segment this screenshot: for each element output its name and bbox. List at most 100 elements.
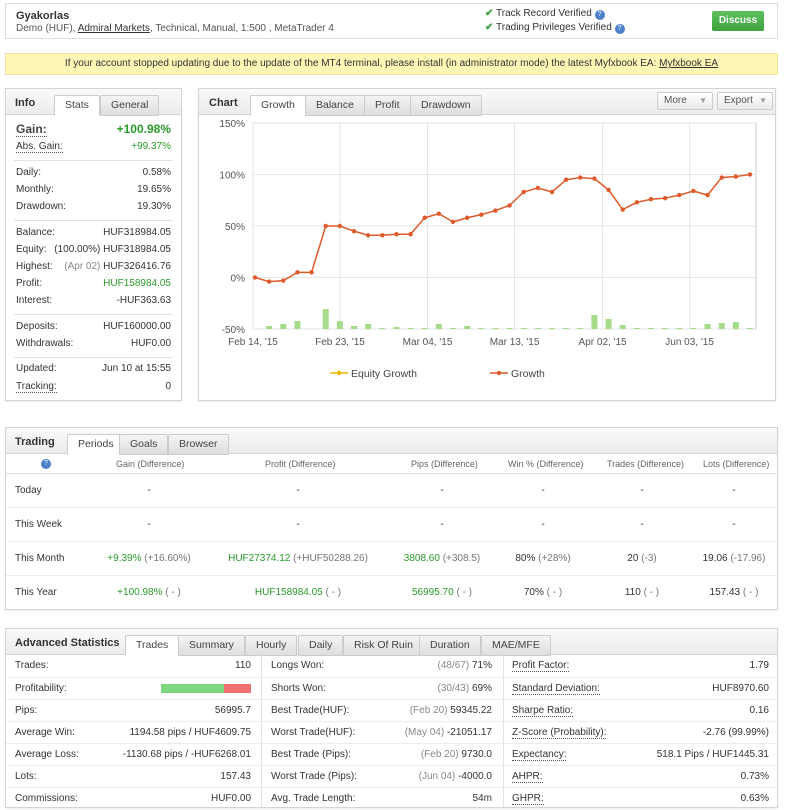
volume-bar	[322, 309, 329, 329]
highest-date: (Apr 02)	[64, 261, 101, 272]
cell-gain-diff: ( - )	[162, 587, 181, 598]
cell-pips: 56995.70 ( - )	[362, 587, 522, 598]
cell-lots-diff: (-17.96)	[727, 553, 766, 564]
tab-risk-of-ruin[interactable]: Risk Of Ruin	[343, 635, 424, 656]
check-icon: ✔	[485, 22, 494, 33]
tab-drawdown[interactable]: Drawdown	[410, 95, 482, 116]
highest-label: Highest:	[16, 261, 53, 272]
tab-stats[interactable]: Stats	[54, 95, 100, 116]
more-dropdown[interactable]: More ▼	[657, 92, 713, 110]
cell-gain-value: -	[147, 519, 151, 530]
cell-win-diff: (+28%)	[535, 553, 571, 564]
stat-label[interactable]: Expectancy:	[512, 749, 567, 761]
stat-label: Pips:	[15, 705, 38, 716]
cell-gain-value: -	[147, 485, 151, 496]
trading-title: Trading	[15, 436, 55, 448]
chevron-down-icon: ▼	[699, 96, 707, 105]
broker-link[interactable]: Admiral Markets	[77, 23, 150, 34]
stat-sub: (May 04)	[404, 727, 447, 738]
tab-growth[interactable]: Growth	[250, 95, 306, 116]
cell-win-value: -	[541, 485, 545, 496]
tab-daily[interactable]: Daily	[298, 635, 344, 656]
daily-label: Daily:	[16, 167, 42, 178]
help-icon[interactable]: ?	[41, 459, 51, 469]
volume-bar	[421, 328, 428, 329]
deposits-label: Deposits:	[16, 321, 58, 332]
stat-label[interactable]: GHPR:	[512, 793, 544, 805]
daily-value: 0.58%	[142, 167, 171, 178]
stat-sub: (Feb 20)	[409, 705, 451, 716]
volume-bar	[718, 323, 725, 329]
tab-duration[interactable]: Duration	[419, 635, 481, 656]
stat-value-text: 71%	[471, 660, 492, 671]
tab-browser[interactable]: Browser	[168, 434, 229, 455]
col-profit: Profit (Difference)	[265, 459, 336, 469]
tab-mae-mfe[interactable]: MAE/MFE	[481, 635, 551, 656]
volume-bar	[648, 328, 654, 329]
abs-gain-row: Abs. Gain: +99.37%	[16, 141, 171, 155]
tracking-label[interactable]: Tracking:	[16, 381, 57, 393]
discuss-button[interactable]: Discuss	[712, 11, 764, 31]
cell-trades-value: -	[640, 485, 644, 496]
abs-gain-value: +99.37%	[131, 141, 171, 152]
growth-point	[252, 275, 258, 280]
balance-row: Balance: HUF318984.05	[16, 227, 171, 241]
volume-bar	[506, 328, 513, 329]
help-icon[interactable]: ?	[614, 24, 625, 34]
chevron-down-icon: ▼	[759, 96, 767, 105]
growth-point	[323, 223, 328, 229]
trading-panel: Trading Periods Goals Browser ? Gain (Di…	[5, 427, 778, 610]
stat-sub: (48/67)	[437, 660, 472, 671]
growth-point	[436, 211, 442, 216]
profit-row: Profit: HUF158984.05	[16, 278, 171, 292]
stat-row: Average Loss: -1130.68 pips / -HUF6268.01…	[6, 743, 777, 765]
tab-goals[interactable]: Goals	[119, 434, 169, 455]
stat-label[interactable]: Z-Score (Probability):	[512, 727, 607, 739]
stat-label: Commissions:	[15, 793, 78, 804]
stat-label[interactable]: AHPR:	[512, 771, 543, 783]
volume-bar	[605, 319, 612, 329]
stat-value-text: 69%	[471, 683, 492, 694]
help-icon[interactable]: ?	[594, 10, 605, 20]
withdrawals-label: Withdrawals:	[16, 338, 74, 349]
tab-summary[interactable]: Summary	[178, 635, 245, 656]
equity-label: Equity:	[16, 244, 47, 255]
growth-point	[266, 279, 272, 284]
tab-periods[interactable]: Periods	[67, 434, 125, 455]
tab-hourly[interactable]: Hourly	[245, 635, 298, 656]
cell-win-value: -	[541, 519, 545, 530]
growth-point	[592, 176, 597, 181]
stat-label: Lots:	[15, 771, 37, 782]
growth-point	[535, 185, 541, 191]
stat-label[interactable]: Profit Factor:	[512, 660, 570, 672]
column-divider	[503, 655, 504, 807]
notice-ea-link[interactable]: Myfxbook EA	[659, 58, 719, 69]
cell-profit-diff: ( - )	[322, 587, 342, 598]
gain-value: +100.98%	[116, 122, 171, 136]
tab-general[interactable]: General	[100, 95, 160, 116]
cell-profit-value: HUF158984.05	[254, 587, 323, 598]
tab-trades[interactable]: Trades	[125, 635, 180, 656]
tab-profit[interactable]: Profit	[364, 95, 411, 116]
cell-trades: -	[562, 519, 722, 530]
cell-pips-diff: ( - )	[453, 587, 473, 598]
legend-equity-label: Equity Growth	[351, 368, 417, 380]
stat-value: (48/67) 71%	[438, 660, 492, 671]
volume-bar	[294, 321, 301, 329]
stat-label[interactable]: Standard Deviation:	[512, 683, 600, 695]
tab-balance[interactable]: Balance	[305, 95, 365, 116]
highest-row: Highest: (Apr 02) HUF326416.76	[16, 261, 171, 275]
cell-pips: -	[362, 485, 522, 496]
divider	[14, 160, 173, 161]
stat-label: Average Win:	[15, 727, 75, 738]
table-header: ? Gain (Difference) Profit (Difference) …	[6, 454, 777, 474]
stat-row: Average Win: 1194.58 pips / HUF4609.75 Wor…	[6, 721, 777, 743]
export-dropdown[interactable]: Export ▼	[717, 92, 773, 110]
cell-profit: -	[218, 519, 378, 530]
growth-point	[507, 203, 512, 208]
stat-sub: (Feb 20)	[420, 749, 462, 760]
stat-sub: (Jun 04)	[418, 771, 459, 782]
cell-gain: -	[69, 519, 229, 530]
stat-label[interactable]: Sharpe Ratio:	[512, 705, 574, 717]
cell-win: -	[463, 485, 623, 496]
